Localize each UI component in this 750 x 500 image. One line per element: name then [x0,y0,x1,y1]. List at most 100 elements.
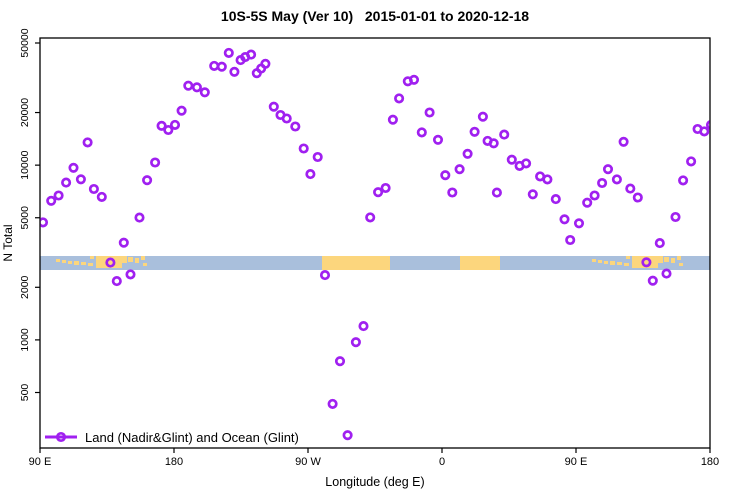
data-point [246,49,257,60]
x-tick-label: 90 W [295,456,321,468]
data-point [705,120,710,130]
data-point [686,156,697,167]
data-point [542,174,553,185]
data-point [281,113,292,124]
data-point [654,238,665,249]
y-tick-label: 50000 [19,28,31,57]
map-strip-land [322,256,390,270]
y-tick-label: 2000 [19,275,31,299]
y-tick-label: 10000 [19,150,31,179]
data-point [312,151,323,163]
data-point [183,80,194,91]
data-point [573,218,585,229]
data-points-group [40,47,710,441]
data-point [268,101,279,112]
data-point [260,58,271,69]
data-point [156,120,167,131]
y-tick-label: 5000 [19,206,31,230]
legend-label: Land (Nadir&Glint) and Ocean (Glint) [85,429,299,445]
data-point [229,66,240,77]
data-point [597,177,608,189]
data-point [75,174,86,185]
data-point [380,182,391,194]
data-point [661,268,672,279]
data-point [678,175,689,186]
data-point [96,191,107,202]
data-point [216,61,227,72]
data-point [447,187,458,198]
data-point [647,275,658,286]
data-point [625,183,636,194]
data-point [163,124,174,136]
data-point [82,137,93,148]
data-point [142,175,153,186]
data-point [327,398,338,409]
data-point [176,105,187,116]
map-strip-land [143,263,147,266]
map-strip-land [617,262,622,265]
legend-marker [45,431,77,443]
data-point [440,170,451,181]
data-point [373,187,384,198]
map-strip-land [56,259,60,262]
map-strip-land [624,263,629,266]
map-strip-land [610,261,615,265]
data-point [191,82,202,93]
data-point [454,164,465,175]
data-point [527,189,538,200]
map-strip-land [90,256,94,259]
data-point [499,129,510,140]
data-point [46,195,57,206]
data-point [199,87,210,98]
data-point [105,257,116,268]
data-point [550,194,561,205]
map-strip-land [96,256,122,268]
data-point [305,169,316,180]
map-strip-land [592,259,596,262]
map-strip-land [653,256,663,263]
data-point [618,136,629,147]
data-point [559,214,570,225]
data-point [488,138,499,149]
data-point [334,356,346,367]
data-point [602,164,614,175]
data-point [111,276,122,287]
data-point [416,127,427,138]
data-point [68,162,79,173]
map-strip-land [88,263,93,266]
data-point [477,111,488,122]
data-point [223,47,234,58]
data-point [491,187,502,198]
data-point [582,197,593,208]
data-point [565,234,576,246]
y-tick-label: 1000 [19,328,31,352]
map-strip-land [679,263,683,266]
map-strip-land [62,260,66,263]
x-tick-label: 180 [701,456,719,468]
data-point [589,190,600,201]
data-point [125,269,136,280]
data-point [641,257,652,268]
map-strip-land [460,256,500,270]
data-point [408,74,420,85]
data-point [169,119,181,130]
data-point [298,143,309,154]
map-strip-land [68,261,72,264]
map-strip-land [117,256,127,263]
map-strip-land [141,256,145,260]
data-point [521,158,532,169]
x-tick-label: 90 E [29,456,52,468]
data-point [118,237,129,248]
y-axis-label: N Total [1,224,15,262]
data-point [462,148,473,159]
x-tick-label: 90 E [565,456,588,468]
y-tick-label: 20000 [19,98,31,127]
data-point [88,183,99,195]
map-strip-land [604,261,608,264]
data-point [365,212,376,223]
map-strip-land [128,257,133,262]
data-point [61,177,72,188]
map-strip-land [677,256,681,260]
data-point [432,134,444,145]
